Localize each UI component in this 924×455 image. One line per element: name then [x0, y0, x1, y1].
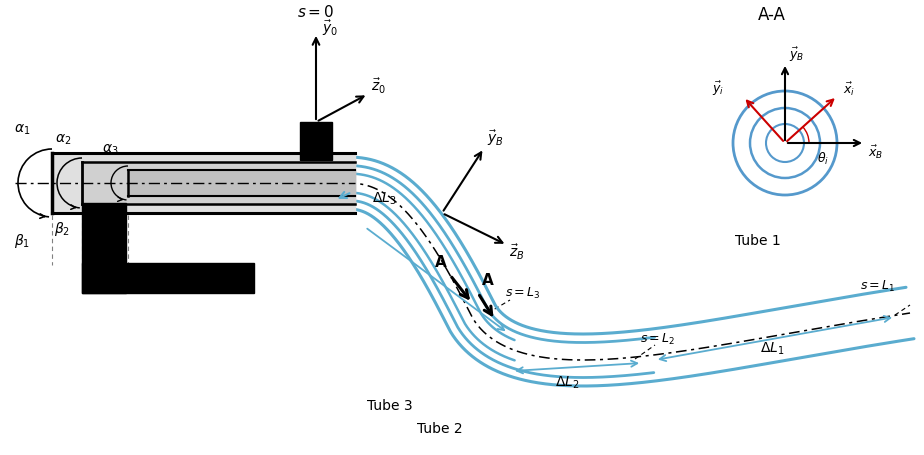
- Text: $\vec{y}_B$: $\vec{y}_B$: [789, 46, 804, 64]
- Text: $\vec{z}_B$: $\vec{z}_B$: [509, 243, 525, 263]
- Text: $\alpha_3$: $\alpha_3$: [102, 143, 118, 157]
- Text: $\vec{x}_B$: $\vec{x}_B$: [868, 144, 883, 161]
- Text: A: A: [435, 255, 446, 270]
- Text: $\vec{x}_i$: $\vec{x}_i$: [843, 81, 856, 98]
- Text: $\vec{y}_i$: $\vec{y}_i$: [711, 80, 723, 98]
- Text: $\vec{z}_0$: $\vec{z}_0$: [371, 77, 386, 96]
- Text: $s=L_1$: $s=L_1$: [860, 279, 895, 294]
- Text: Tube 1: Tube 1: [735, 234, 781, 248]
- Text: $\beta_3$: $\beta_3$: [102, 204, 118, 222]
- Text: $\vec{y}_0$: $\vec{y}_0$: [322, 18, 338, 38]
- Text: Tube 2: Tube 2: [418, 422, 463, 436]
- Text: $\beta_2$: $\beta_2$: [54, 220, 70, 238]
- Text: $\theta_i$: $\theta_i$: [817, 151, 829, 167]
- Text: $\alpha_1$: $\alpha_1$: [14, 123, 30, 137]
- Text: Tube 3: Tube 3: [367, 399, 413, 413]
- Bar: [300, 122, 332, 160]
- Text: $s=0$: $s=0$: [298, 4, 334, 20]
- Text: $\Delta L_2$: $\Delta L_2$: [555, 375, 579, 391]
- Text: $\beta_1$: $\beta_1$: [14, 232, 30, 250]
- Text: $s=L_2$: $s=L_2$: [640, 332, 675, 347]
- Bar: [82, 203, 126, 293]
- Bar: [82, 263, 254, 293]
- Text: $\alpha_2$: $\alpha_2$: [55, 133, 71, 147]
- Text: $\vec{y}_B$: $\vec{y}_B$: [487, 128, 504, 148]
- Text: A-A: A-A: [758, 6, 786, 24]
- Text: A: A: [482, 273, 493, 288]
- Text: $s=L_3$: $s=L_3$: [505, 286, 541, 301]
- Text: $\Delta L_1$: $\Delta L_1$: [760, 341, 784, 357]
- Text: $\Delta L_3$: $\Delta L_3$: [372, 191, 396, 207]
